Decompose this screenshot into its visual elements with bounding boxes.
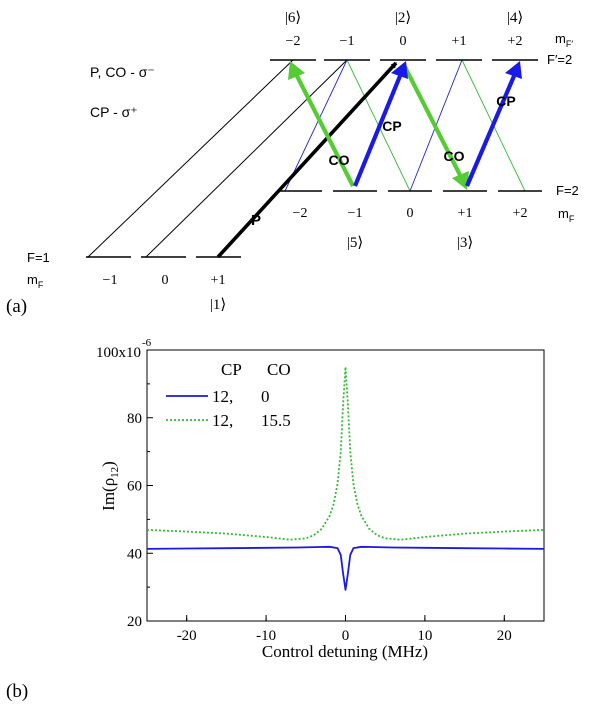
x-tick-label: 20 [497, 628, 512, 644]
legend-entry-2-cp: 12, [212, 411, 233, 430]
legend-entry-2-co: 15.5 [261, 411, 291, 430]
cp-right-arrow-shaft [465, 75, 516, 187]
co-right-label: CO [444, 148, 465, 164]
probe-arrow [216, 61, 398, 259]
series-line-2 [146, 366, 545, 541]
y-tick-label: 60 [127, 479, 142, 495]
mid-mf-label: mF [558, 206, 575, 224]
polarization-line-1: P, CO - σ⁻ [90, 64, 155, 80]
panel-b: 20 40 60 80 -20 -10 0 10 20 Im(ρ12) Control det… [6, 337, 545, 702]
co-right-arrow-shaft [402, 64, 462, 176]
y-tick-label: 80 [127, 411, 142, 427]
transition-line [284, 59, 348, 192]
polarization-line-2: CP - σ⁺ [90, 104, 138, 120]
x-axis-label: Control detuning (MHz) [262, 642, 428, 661]
upper-mf-p2: +2 [508, 34, 523, 49]
x-tick-label: 10 [417, 628, 432, 644]
co-left-label: CO [329, 152, 350, 168]
low-mf-m1: −1 [103, 273, 118, 288]
probe-label: P [251, 212, 261, 229]
upper-mf-0: 0 [400, 34, 407, 49]
mid-mf-0: 0 [407, 206, 414, 221]
x-tick-label: 0 [342, 628, 350, 644]
co-left-arrow-shaft [295, 75, 355, 187]
mid-mf-m2: −2 [293, 206, 308, 221]
cp-left-arrowhead [391, 61, 408, 79]
ket-2: |2⟩ [395, 10, 411, 26]
series-layer [146, 366, 545, 591]
upper-mf-p1: +1 [452, 34, 467, 49]
mid-mf-p2: +2 [513, 206, 528, 221]
series-line-1 [146, 545, 545, 591]
ket-1: |1⟩ [210, 297, 226, 313]
x-axis-ticks: -20 -10 0 10 20 [177, 615, 512, 644]
legend-entry-1-cp: 12, [212, 387, 233, 406]
lower-F-label: F=1 [27, 250, 50, 265]
panel-b-label: (b) [6, 681, 28, 702]
co-left-arrowhead [288, 61, 305, 80]
panel-a-label: (a) [6, 296, 27, 317]
mid-mf-m1: −1 [348, 206, 363, 221]
thick-arrows [216, 61, 522, 259]
ket-6: |6⟩ [285, 10, 301, 26]
panel-a: P CO CO CP CP P, CO - σ⁻ CP - σ⁺ |6⟩ |2⟩… [6, 10, 579, 317]
y-tick-label: 40 [127, 546, 142, 562]
low-mf-p1: +1 [211, 273, 226, 288]
mid-F-label: F=2 [556, 183, 579, 198]
ket-3: |3⟩ [457, 235, 473, 251]
cp-left-arrow-shaft [353, 75, 402, 187]
upper-mf-m1: −1 [340, 34, 355, 49]
cp-left-label: CP [382, 118, 401, 134]
cp-right-arrowhead [505, 61, 522, 79]
plot-frame [146, 349, 545, 622]
mid-mf-p1: +1 [458, 206, 473, 221]
upper-mf-m2: −2 [286, 34, 301, 49]
transition-line [87, 59, 294, 258]
legend-header-co: CO [267, 360, 291, 379]
ket-4: |4⟩ [507, 10, 523, 26]
upper-F-label: F′=2 [547, 52, 572, 67]
y-axis-ticks: 20 40 60 80 [127, 349, 153, 630]
legend-entry-1-co: 0 [261, 387, 270, 406]
low-mf-0: 0 [162, 273, 169, 288]
y-exponent-base: 100x10 [96, 345, 141, 361]
cp-right-label: CP [496, 93, 515, 109]
legend: CP CO 12, 0 12, 15.5 [166, 360, 291, 430]
ket-5: |5⟩ [347, 235, 363, 251]
x-tick-label: -20 [177, 628, 197, 644]
y-tick-label: 20 [127, 614, 142, 630]
y-axis-label: Im(ρ12) [99, 461, 121, 511]
x-tick-label: -10 [256, 628, 276, 644]
legend-header-cp: CP [221, 360, 242, 379]
y-exponent-power: -6 [142, 337, 152, 349]
lower-mf-label: mF [27, 272, 44, 290]
transition-line [145, 59, 348, 258]
co-right-arrowhead [452, 171, 469, 190]
upper-mf-label: mF′ [555, 31, 573, 49]
